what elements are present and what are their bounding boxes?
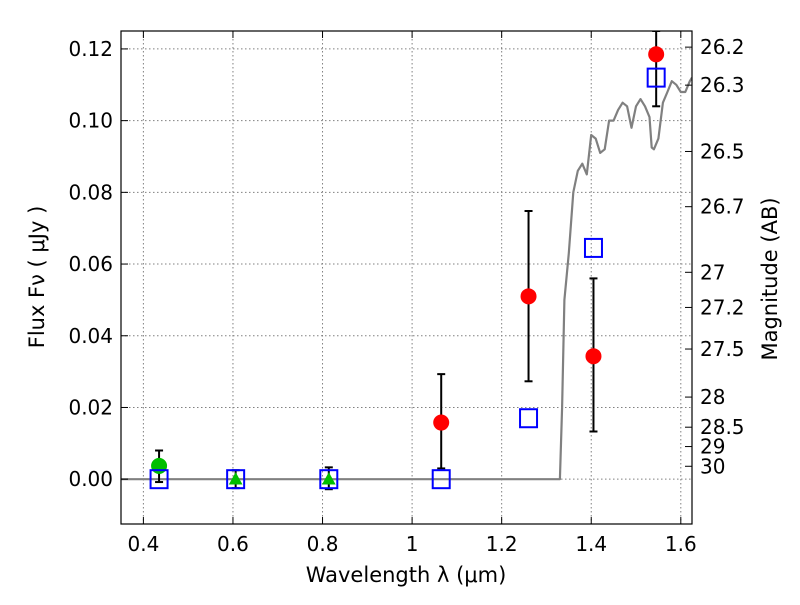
model-spectrum-layer bbox=[121, 77, 692, 481]
mag-tick-label: 29 bbox=[700, 435, 725, 459]
grid bbox=[121, 31, 692, 524]
mag-tick-label: 28 bbox=[700, 385, 725, 409]
blue-open-square-point bbox=[583, 237, 603, 258]
green-triangle-point bbox=[321, 472, 336, 485]
y-tick-label: 0.08 bbox=[68, 180, 113, 204]
red-circle-point bbox=[648, 46, 665, 63]
blue-open-square-point bbox=[519, 408, 539, 429]
y-tick-label: 0.06 bbox=[68, 252, 113, 276]
red-circle-point bbox=[585, 348, 602, 365]
mag-tick-label: 30 bbox=[700, 454, 725, 478]
y-tick-label: 0.00 bbox=[68, 467, 113, 491]
y-tick-label: 0.10 bbox=[68, 109, 113, 133]
mag-tick-label: 26.5 bbox=[700, 139, 745, 163]
red-circle-point bbox=[520, 288, 537, 305]
x-tick-label: 0.6 bbox=[217, 532, 249, 556]
mag-tick-label: 26.7 bbox=[700, 195, 745, 219]
y-tick-label: 0.04 bbox=[68, 324, 113, 348]
red-circle-point bbox=[433, 414, 450, 431]
y-axis-label: Flux Fν ( μJy ) bbox=[25, 206, 49, 349]
x-tick-label: 1 bbox=[406, 532, 419, 556]
blue-open-square-point bbox=[319, 469, 339, 490]
blue-open-square-point bbox=[149, 469, 169, 490]
x-tick-label: 1.4 bbox=[575, 532, 607, 556]
y-tick-label: 0.12 bbox=[68, 37, 113, 61]
y2-axis-label: Magnitude (AB) bbox=[758, 197, 782, 360]
mag-tick-label: 28.5 bbox=[700, 415, 745, 439]
green-triangle-point bbox=[228, 472, 243, 485]
mag-tick-label: 26.3 bbox=[700, 73, 745, 97]
blue-open-square-point bbox=[226, 469, 246, 490]
mag-tick-label: 27 bbox=[700, 260, 725, 284]
x-axis-label: Wavelength λ (μm) bbox=[306, 563, 507, 587]
mag-tick-label: 27.2 bbox=[700, 295, 745, 319]
mag-tick-label: 26.2 bbox=[700, 35, 745, 59]
model-spectrum-line bbox=[121, 77, 692, 481]
data-marks-layer bbox=[149, 31, 666, 491]
blue-open-square-point bbox=[431, 469, 451, 490]
mag-tick-label: 27.5 bbox=[700, 337, 745, 361]
ticks-layer: 0.4 0.6 0.8 1 1.2 1.4 1.6 0.00 0.02 0.04 0.06 0.08 0… bbox=[68, 31, 745, 556]
x-tick-label: 1.2 bbox=[486, 532, 518, 556]
x-tick-label: 0.4 bbox=[127, 532, 159, 556]
x-tick-label: 1.6 bbox=[665, 532, 697, 556]
x-tick-label: 0.8 bbox=[307, 532, 339, 556]
blue-open-square-point bbox=[646, 67, 666, 88]
y-tick-label: 0.02 bbox=[68, 395, 113, 419]
plot-frame bbox=[120, 30, 693, 525]
